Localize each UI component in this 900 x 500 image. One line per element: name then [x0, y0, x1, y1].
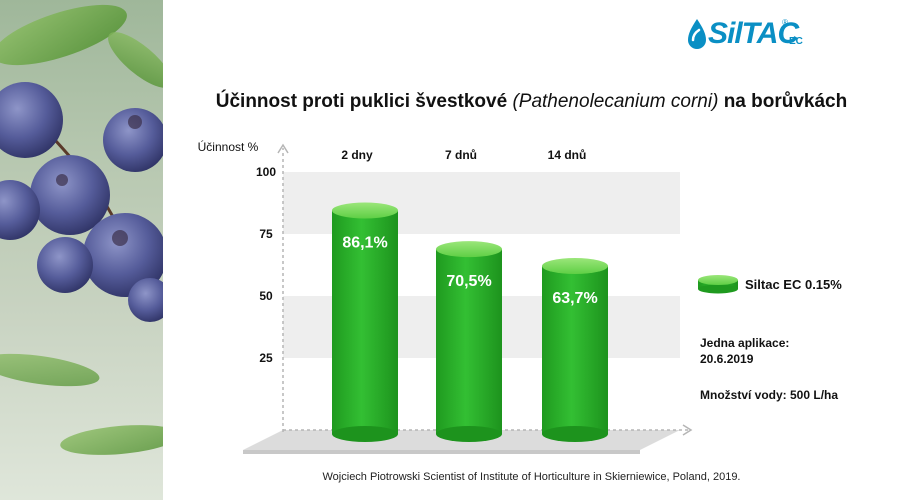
- title-latin-name: (Pathenolecanium corni): [512, 91, 719, 112]
- bar: 63,7%: [542, 258, 608, 442]
- y-tick-labels: 25 50 75 100: [256, 165, 276, 365]
- category-label: 7 dnů: [445, 148, 477, 162]
- bars: 86,1% 70,5% 63,7%: [332, 202, 608, 442]
- water-volume-note: Množství vody: 500 L/ha: [700, 388, 839, 402]
- title-rest: na borůvkách: [723, 91, 848, 112]
- bar-value-label: 70,5%: [446, 273, 491, 290]
- bar-value-label: 63,7%: [552, 290, 597, 307]
- legend-label: Siltac EC 0.15%: [745, 276, 842, 292]
- category-labels: 2 dny 7 dnů 14 dnů: [341, 148, 586, 162]
- bar-body: [542, 266, 608, 434]
- floor-edge: [243, 450, 640, 454]
- logo-brand-text: SilTAC: [708, 17, 799, 50]
- blueberry-illustration: [0, 4, 163, 455]
- category-label: 2 dny: [341, 148, 373, 162]
- title-main: Účinnost proti puklici švestkové: [215, 91, 508, 112]
- bar-base: [332, 426, 398, 442]
- bar-value-label: 86,1%: [342, 234, 387, 251]
- application-note: Jedna aplikace: 20.6.2019: [700, 336, 790, 366]
- blueberry-photo: [0, 0, 163, 500]
- logo-drop-icon: [688, 19, 706, 49]
- source-citation: Wojciech Piotrowski Scientist of Institu…: [322, 471, 741, 483]
- logo-suffix: EC: [789, 36, 803, 47]
- bar-top: [436, 241, 502, 258]
- chart-title: Účinnost proti puklici švestkové (Pathen…: [0, 91, 900, 113]
- y-tick-label: 25: [259, 351, 273, 365]
- y-tick-label: 100: [256, 165, 276, 179]
- y-tick-label: 75: [259, 227, 273, 241]
- siltac-logo: SilTAC ® EC: [686, 14, 803, 54]
- bar: 70,5%: [436, 241, 502, 442]
- y-axis-label: Účinnost %: [198, 139, 259, 154]
- chart-legend: Siltac EC 0.15%: [697, 274, 842, 294]
- bar-body: [436, 249, 502, 434]
- bar-top: [542, 258, 608, 275]
- logo-registered-mark: ®: [782, 18, 789, 27]
- category-label: 14 dnů: [548, 148, 587, 162]
- bar-base: [436, 426, 502, 442]
- legend-swatch-icon: [698, 275, 738, 294]
- bar-top: [332, 202, 398, 219]
- y-tick-label: 50: [259, 289, 273, 303]
- bar: 86,1%: [332, 202, 398, 442]
- x-axis-arrow-icon: [682, 424, 693, 436]
- bar-base: [542, 426, 608, 442]
- bar-body: [332, 210, 398, 434]
- y-axis-arrow-icon: [277, 143, 289, 154]
